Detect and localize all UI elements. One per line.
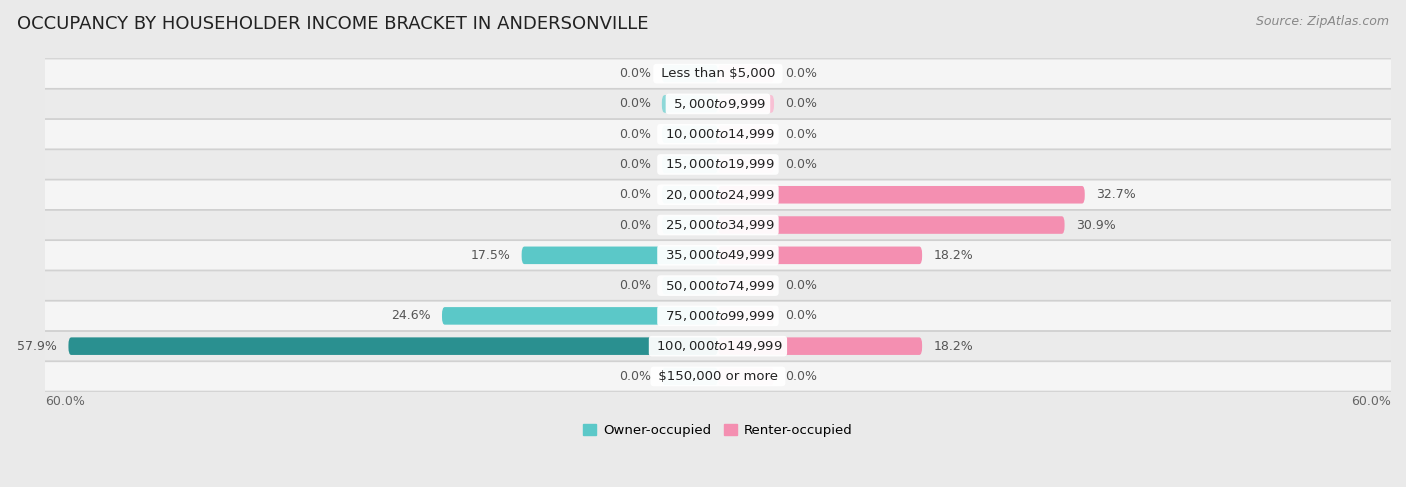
Text: 0.0%: 0.0% xyxy=(619,67,651,80)
FancyBboxPatch shape xyxy=(39,241,1396,270)
FancyBboxPatch shape xyxy=(39,150,1396,179)
FancyBboxPatch shape xyxy=(69,337,718,355)
FancyBboxPatch shape xyxy=(718,186,1085,204)
FancyBboxPatch shape xyxy=(718,156,775,173)
FancyBboxPatch shape xyxy=(39,271,1396,300)
Text: $35,000 to $49,999: $35,000 to $49,999 xyxy=(661,248,775,262)
FancyBboxPatch shape xyxy=(662,216,718,234)
Text: Source: ZipAtlas.com: Source: ZipAtlas.com xyxy=(1256,15,1389,28)
Text: 0.0%: 0.0% xyxy=(619,219,651,231)
Text: 0.0%: 0.0% xyxy=(619,128,651,141)
FancyBboxPatch shape xyxy=(39,89,1396,119)
Text: 57.9%: 57.9% xyxy=(17,339,58,353)
Text: 18.2%: 18.2% xyxy=(934,249,973,262)
Text: $100,000 to $149,999: $100,000 to $149,999 xyxy=(652,339,783,353)
FancyBboxPatch shape xyxy=(662,368,718,385)
Text: $25,000 to $34,999: $25,000 to $34,999 xyxy=(661,218,775,232)
FancyBboxPatch shape xyxy=(718,307,775,325)
Text: 0.0%: 0.0% xyxy=(619,97,651,111)
FancyBboxPatch shape xyxy=(441,307,718,325)
FancyBboxPatch shape xyxy=(39,210,1396,240)
FancyBboxPatch shape xyxy=(39,331,1396,361)
FancyBboxPatch shape xyxy=(718,337,922,355)
FancyBboxPatch shape xyxy=(39,362,1396,391)
Text: 0.0%: 0.0% xyxy=(785,158,817,171)
FancyBboxPatch shape xyxy=(718,368,775,385)
Text: $150,000 or more: $150,000 or more xyxy=(654,370,782,383)
Text: $10,000 to $14,999: $10,000 to $14,999 xyxy=(661,127,775,141)
FancyBboxPatch shape xyxy=(662,186,718,204)
Text: 0.0%: 0.0% xyxy=(785,370,817,383)
FancyBboxPatch shape xyxy=(718,216,1064,234)
Text: $50,000 to $74,999: $50,000 to $74,999 xyxy=(661,279,775,293)
Text: 0.0%: 0.0% xyxy=(785,128,817,141)
Text: Less than $5,000: Less than $5,000 xyxy=(657,67,779,80)
Text: OCCUPANCY BY HOUSEHOLDER INCOME BRACKET IN ANDERSONVILLE: OCCUPANCY BY HOUSEHOLDER INCOME BRACKET … xyxy=(17,15,648,33)
FancyBboxPatch shape xyxy=(39,180,1396,209)
Text: $15,000 to $19,999: $15,000 to $19,999 xyxy=(661,157,775,171)
FancyBboxPatch shape xyxy=(718,246,922,264)
Text: 0.0%: 0.0% xyxy=(619,279,651,292)
FancyBboxPatch shape xyxy=(718,65,775,82)
Text: 60.0%: 60.0% xyxy=(45,395,84,408)
Text: 17.5%: 17.5% xyxy=(471,249,510,262)
FancyBboxPatch shape xyxy=(662,65,718,82)
FancyBboxPatch shape xyxy=(39,301,1396,331)
FancyBboxPatch shape xyxy=(718,126,775,143)
Text: 0.0%: 0.0% xyxy=(785,309,817,322)
FancyBboxPatch shape xyxy=(662,156,718,173)
FancyBboxPatch shape xyxy=(718,95,775,112)
FancyBboxPatch shape xyxy=(39,59,1396,89)
Text: $5,000 to $9,999: $5,000 to $9,999 xyxy=(669,97,766,111)
FancyBboxPatch shape xyxy=(662,277,718,294)
Text: 0.0%: 0.0% xyxy=(619,158,651,171)
Text: 18.2%: 18.2% xyxy=(934,339,973,353)
Text: 60.0%: 60.0% xyxy=(1351,395,1391,408)
Text: $20,000 to $24,999: $20,000 to $24,999 xyxy=(661,188,775,202)
Text: 0.0%: 0.0% xyxy=(785,97,817,111)
FancyBboxPatch shape xyxy=(662,126,718,143)
Text: 32.7%: 32.7% xyxy=(1095,188,1136,201)
Text: 0.0%: 0.0% xyxy=(785,67,817,80)
FancyBboxPatch shape xyxy=(718,277,775,294)
Text: 30.9%: 30.9% xyxy=(1076,219,1115,231)
FancyBboxPatch shape xyxy=(39,119,1396,149)
Text: 0.0%: 0.0% xyxy=(619,188,651,201)
Text: 0.0%: 0.0% xyxy=(619,370,651,383)
Text: 24.6%: 24.6% xyxy=(391,309,430,322)
Text: $75,000 to $99,999: $75,000 to $99,999 xyxy=(661,309,775,323)
FancyBboxPatch shape xyxy=(522,246,718,264)
FancyBboxPatch shape xyxy=(662,95,718,112)
Legend: Owner-occupied, Renter-occupied: Owner-occupied, Renter-occupied xyxy=(578,419,858,443)
Text: 0.0%: 0.0% xyxy=(785,279,817,292)
